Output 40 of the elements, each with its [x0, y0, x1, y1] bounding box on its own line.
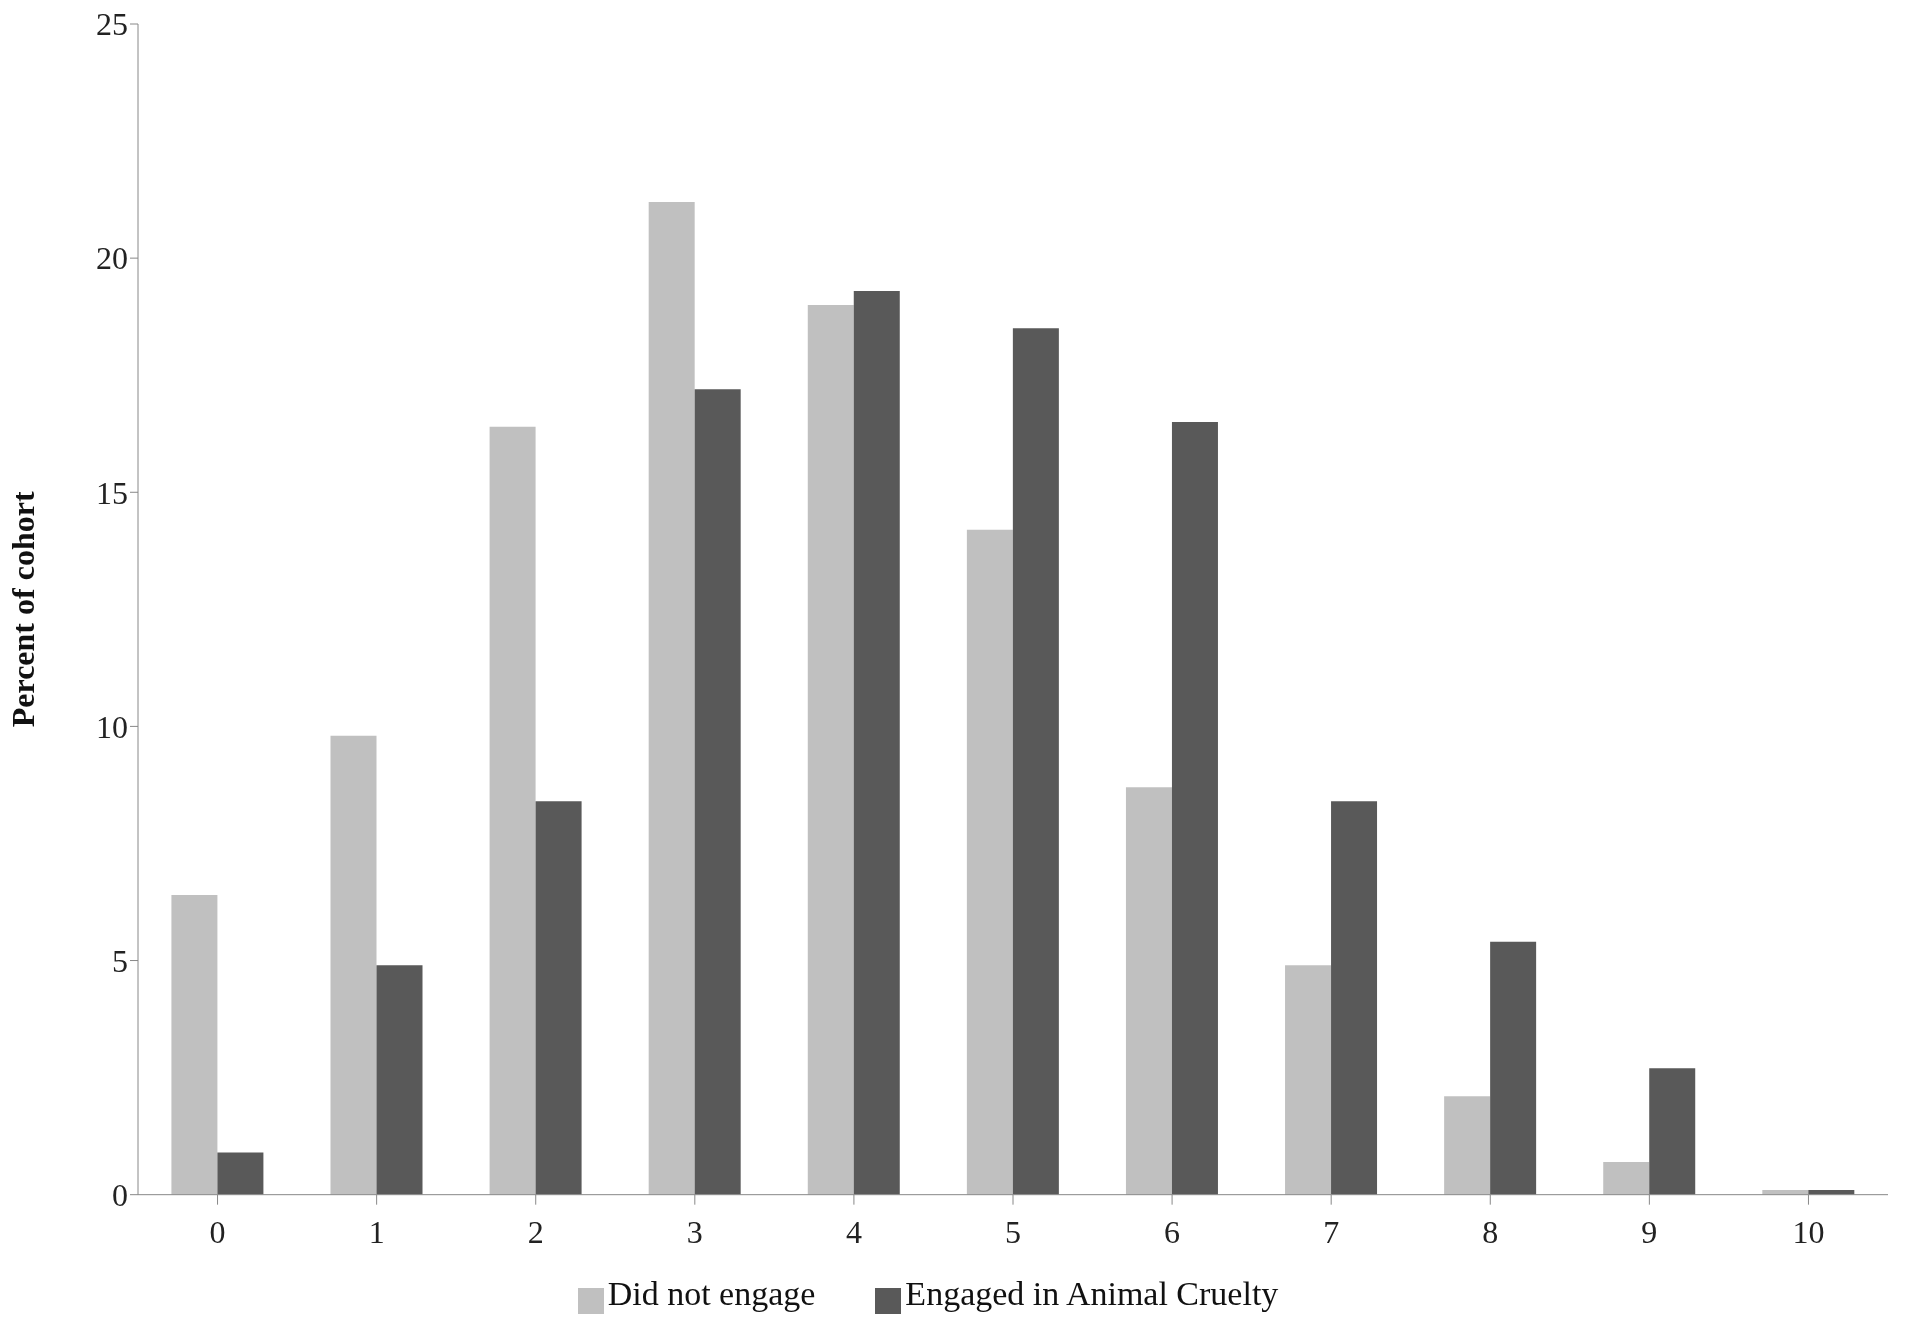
- bar: [376, 965, 423, 1195]
- x-tick-label: 2: [527, 1214, 544, 1251]
- bar: [648, 201, 695, 1195]
- bar: [1331, 801, 1378, 1195]
- x-tick-label: 4: [845, 1214, 862, 1251]
- bar: [1490, 941, 1537, 1195]
- y-tick-label: 0: [112, 1177, 128, 1214]
- y-tick-label: 25: [96, 6, 128, 43]
- y-tick-label: 5: [112, 942, 128, 979]
- bar: [1171, 422, 1218, 1195]
- bar: [1012, 328, 1059, 1195]
- y-tick-label: 20: [96, 240, 128, 277]
- y-tick-label: 10: [96, 708, 128, 745]
- bar: [966, 529, 1013, 1195]
- x-tick-label: 8: [1482, 1214, 1499, 1251]
- bar: [1285, 965, 1332, 1195]
- x-tick-label: 7: [1323, 1214, 1340, 1251]
- x-tick-label: 5: [1005, 1214, 1021, 1251]
- bar: [853, 290, 900, 1195]
- x-tick-label: 9: [1641, 1214, 1658, 1251]
- legend-label: Engaged in Animal Cruelty: [905, 1274, 1279, 1312]
- bar: [694, 389, 741, 1195]
- bar: [535, 801, 582, 1195]
- bar: [217, 1152, 264, 1195]
- legend-label: Did not engage: [607, 1274, 816, 1312]
- bar: [1125, 787, 1172, 1195]
- x-tick-label: 6: [1164, 1214, 1181, 1251]
- bar: [1603, 1161, 1650, 1195]
- bar: [807, 304, 854, 1195]
- x-tick-label: 3: [686, 1214, 703, 1251]
- bar: [330, 735, 377, 1195]
- bar: [489, 426, 536, 1195]
- x-tick-label: 10: [1792, 1214, 1825, 1251]
- bar: [171, 894, 218, 1195]
- y-tick-label: 15: [96, 474, 128, 511]
- x-tick-label: 1: [368, 1214, 385, 1251]
- bar: [1649, 1068, 1696, 1195]
- bar: [1444, 1096, 1491, 1195]
- y-axis-title: Percent of cohort: [5, 491, 42, 728]
- x-tick-label: 0: [209, 1214, 226, 1251]
